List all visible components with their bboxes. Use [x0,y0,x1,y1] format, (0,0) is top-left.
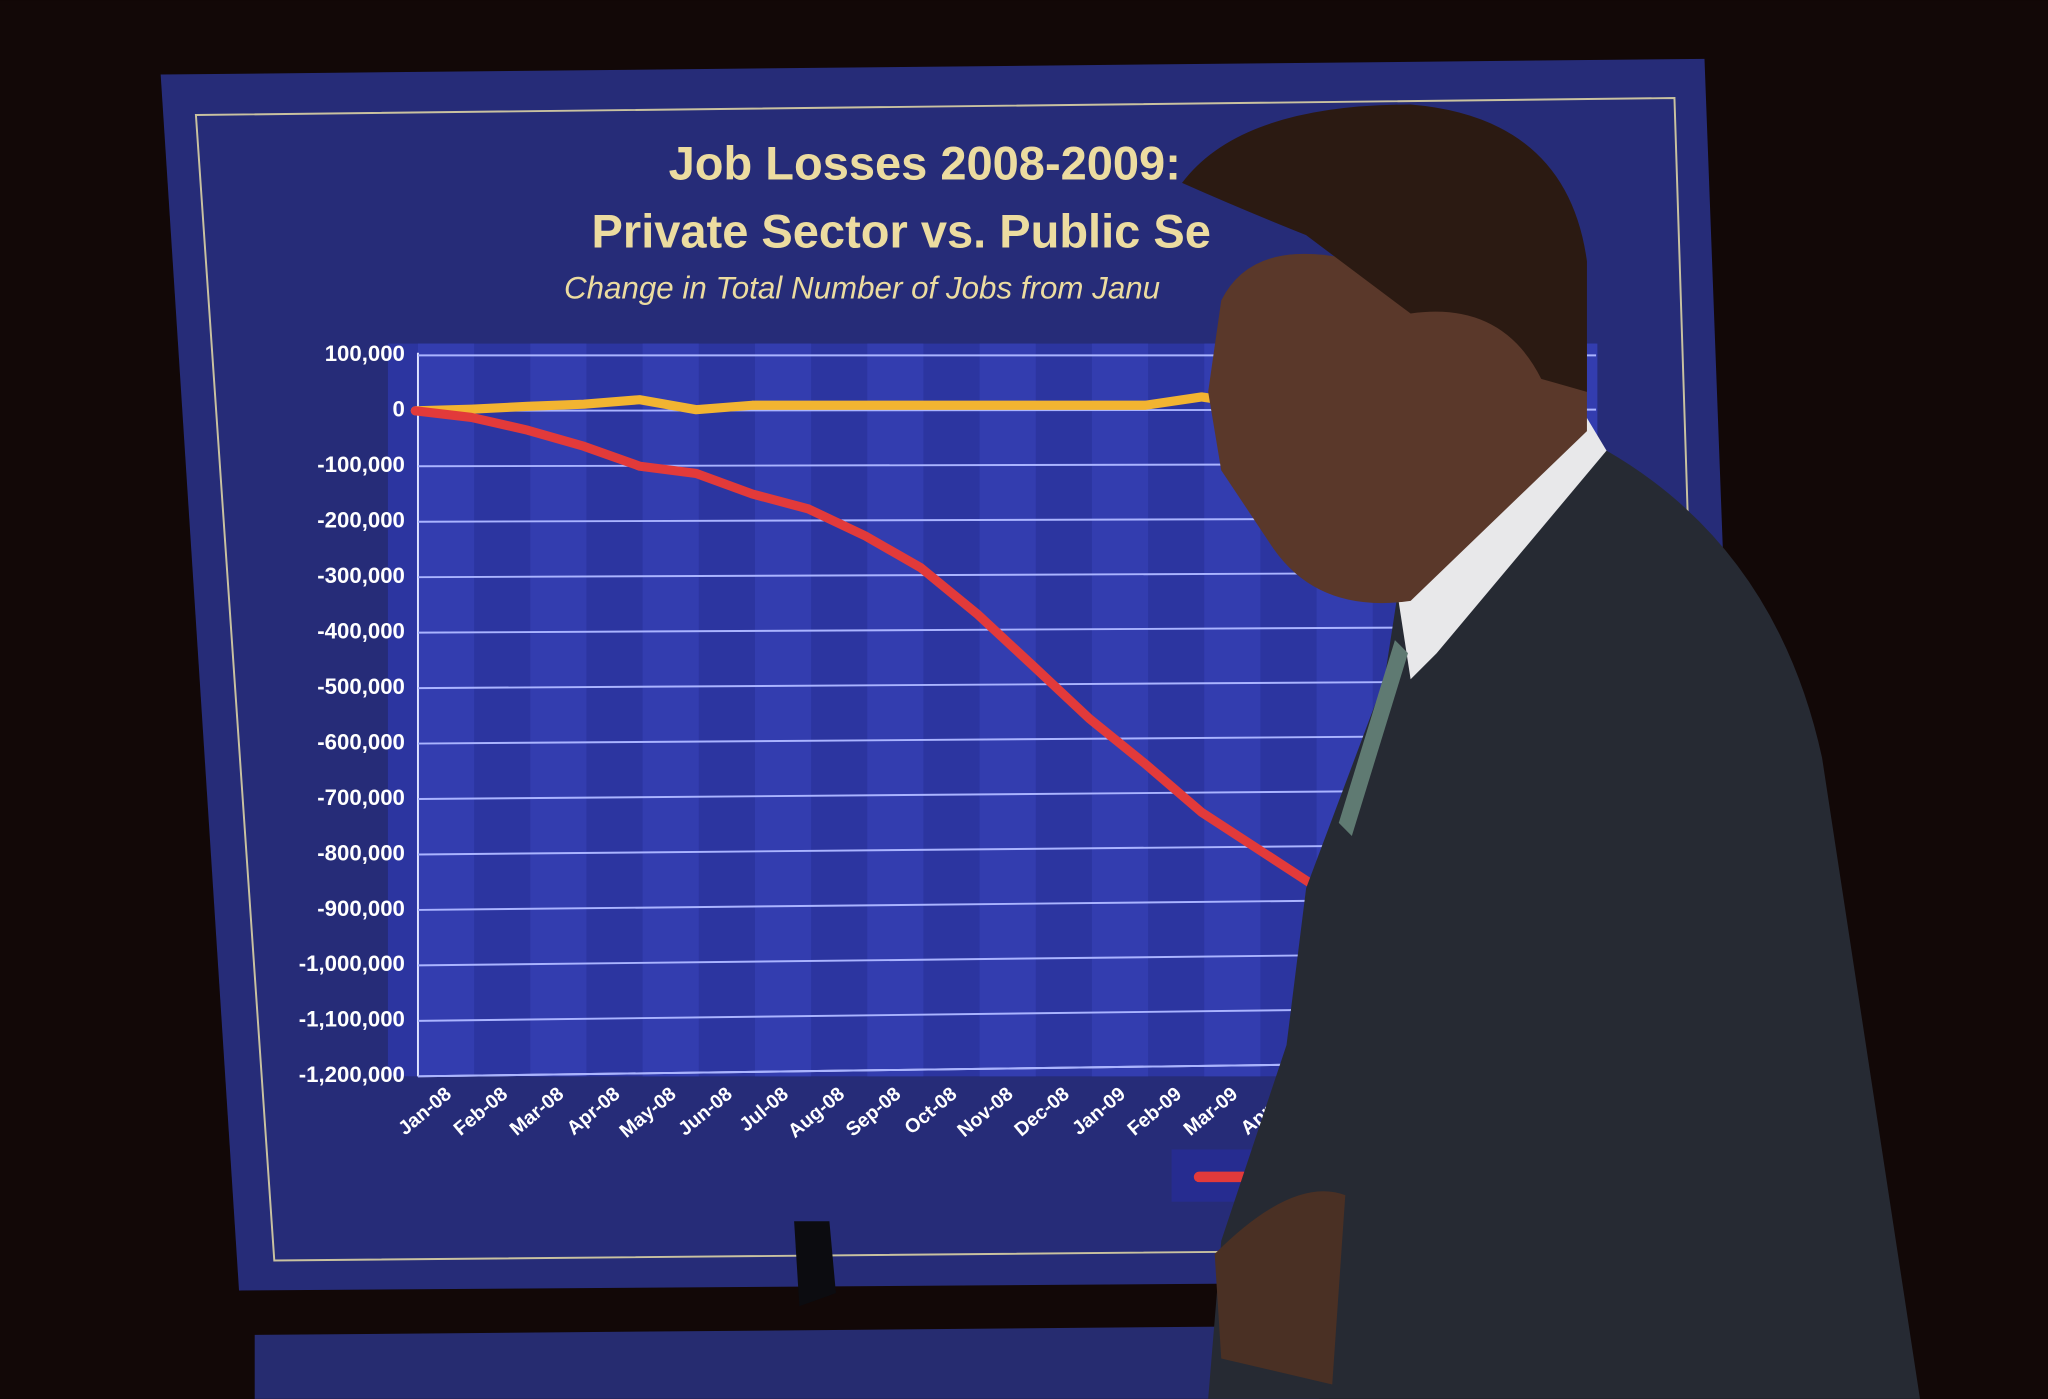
y-tick-label: -200,000 [317,508,405,533]
stripe [979,343,1036,1077]
hand [1214,1191,1346,1385]
chart-subtitle: Private Sector vs. Public Se [592,205,1211,258]
y-tick-label: -100,000 [317,452,405,477]
stripe [867,343,924,1077]
stripe [754,343,812,1077]
chart-caption: Change in Total Number of Jobs from Janu [564,270,1160,305]
person [1182,104,1920,1399]
y-tick-label: -700,000 [317,785,405,810]
stripe [642,343,699,1077]
stripe [1091,343,1149,1077]
y-tick-label: -500,000 [317,674,405,699]
y-tick-label: -400,000 [317,618,405,643]
y-tick-label: -300,000 [317,563,405,588]
second-board [254,1325,1320,1399]
y-tick-label: 100,000 [325,341,405,366]
stripe [417,343,475,1077]
y-tick-label: -800,000 [317,840,405,865]
series-line [410,392,1263,416]
hair [1182,104,1587,392]
shirt [1397,418,1607,680]
y-tick-label: -1,200,000 [299,1062,405,1087]
y-tick-label: 0 [393,397,405,422]
stripe [530,343,587,1077]
y-tick-label: -600,000 [317,729,405,754]
face [1208,253,1587,604]
y-tick-label: -1,000,000 [299,951,405,976]
series-line [410,406,1319,891]
tie [1338,640,1408,836]
y-tick-label: -900,000 [317,896,405,921]
easel-clip [794,1221,836,1307]
y-tick-label: -1,100,000 [299,1007,405,1032]
chart-title: Job Losses 2008-2009: [669,137,1181,190]
